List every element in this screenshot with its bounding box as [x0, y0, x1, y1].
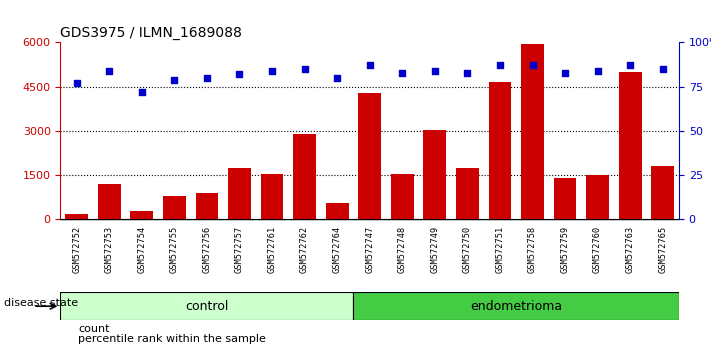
- Text: GSM572756: GSM572756: [203, 225, 211, 273]
- Point: [267, 68, 278, 74]
- Point: [104, 68, 115, 74]
- Point: [560, 70, 571, 75]
- Point: [494, 63, 506, 68]
- Text: percentile rank within the sample: percentile rank within the sample: [78, 334, 266, 344]
- Bar: [488, 82, 511, 219]
- Text: GSM572764: GSM572764: [333, 225, 342, 273]
- Point: [461, 70, 473, 75]
- Text: GSM572760: GSM572760: [593, 225, 602, 273]
- Bar: [326, 203, 348, 219]
- Text: GSM572759: GSM572759: [560, 225, 570, 273]
- Bar: [456, 168, 479, 219]
- Text: GSM572755: GSM572755: [170, 225, 179, 273]
- Text: GSM572748: GSM572748: [397, 225, 407, 273]
- Bar: [521, 44, 544, 219]
- Text: GSM572765: GSM572765: [658, 225, 667, 273]
- Point: [657, 66, 668, 72]
- Text: GSM572763: GSM572763: [626, 225, 635, 273]
- Text: GSM572751: GSM572751: [496, 225, 504, 273]
- Text: GSM572762: GSM572762: [300, 225, 309, 273]
- Point: [299, 66, 310, 72]
- Point: [397, 70, 408, 75]
- Text: GSM572750: GSM572750: [463, 225, 472, 273]
- Point: [234, 72, 245, 77]
- Text: GSM572753: GSM572753: [105, 225, 114, 273]
- Text: GSM572758: GSM572758: [528, 225, 537, 273]
- Text: GDS3975 / ILMN_1689088: GDS3975 / ILMN_1689088: [60, 26, 242, 40]
- Point: [624, 63, 636, 68]
- Text: GSM572752: GSM572752: [73, 225, 81, 273]
- Bar: [65, 213, 88, 219]
- Text: disease state: disease state: [4, 298, 77, 308]
- Bar: [554, 178, 577, 219]
- Point: [364, 63, 375, 68]
- Bar: [293, 134, 316, 219]
- Text: control: control: [186, 300, 229, 313]
- Bar: [586, 175, 609, 219]
- Point: [136, 89, 147, 95]
- Bar: [424, 130, 447, 219]
- Bar: [60, 292, 353, 320]
- Point: [429, 68, 441, 74]
- Text: GSM572749: GSM572749: [430, 225, 439, 273]
- Point: [331, 75, 343, 81]
- Point: [527, 63, 538, 68]
- Text: GSM572757: GSM572757: [235, 225, 244, 273]
- Text: GSM572754: GSM572754: [137, 225, 146, 273]
- Bar: [130, 211, 153, 219]
- Bar: [358, 93, 381, 219]
- Text: GSM572761: GSM572761: [267, 225, 277, 273]
- Point: [592, 68, 604, 74]
- Text: GSM572747: GSM572747: [365, 225, 374, 273]
- Bar: [163, 196, 186, 219]
- Bar: [228, 168, 251, 219]
- Bar: [196, 193, 218, 219]
- Bar: [651, 166, 674, 219]
- Point: [71, 80, 82, 86]
- Text: count: count: [78, 324, 109, 333]
- Bar: [619, 72, 641, 219]
- Bar: [98, 184, 121, 219]
- Bar: [261, 174, 284, 219]
- Bar: [353, 292, 679, 320]
- Bar: [391, 174, 414, 219]
- Text: endometrioma: endometrioma: [470, 300, 562, 313]
- Point: [169, 77, 180, 82]
- Point: [201, 75, 213, 81]
